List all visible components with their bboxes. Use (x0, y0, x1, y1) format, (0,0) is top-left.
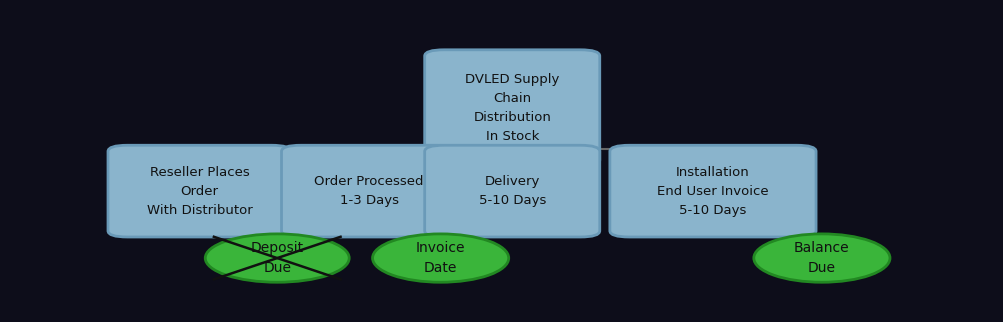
Text: DVLED Supply
Chain
Distribution
In Stock: DVLED Supply Chain Distribution In Stock (464, 73, 559, 143)
FancyBboxPatch shape (424, 145, 599, 237)
Text: Deposit
Due: Deposit Due (251, 241, 304, 275)
Text: Reseller Places
Order
With Distributor: Reseller Places Order With Distributor (146, 166, 252, 217)
FancyBboxPatch shape (281, 145, 456, 237)
Ellipse shape (205, 234, 349, 282)
Ellipse shape (372, 234, 509, 282)
Text: Delivery
5-10 Days: Delivery 5-10 Days (478, 175, 546, 207)
Text: Balance
Due: Balance Due (793, 241, 849, 275)
Text: Invoice
Date: Invoice Date (415, 241, 465, 275)
Text: Order Processed
1-3 Days: Order Processed 1-3 Days (314, 175, 423, 207)
FancyBboxPatch shape (609, 145, 815, 237)
FancyBboxPatch shape (108, 145, 291, 237)
Text: Installation
End User Invoice
5-10 Days: Installation End User Invoice 5-10 Days (657, 166, 768, 217)
FancyBboxPatch shape (424, 50, 599, 166)
Ellipse shape (753, 234, 889, 282)
